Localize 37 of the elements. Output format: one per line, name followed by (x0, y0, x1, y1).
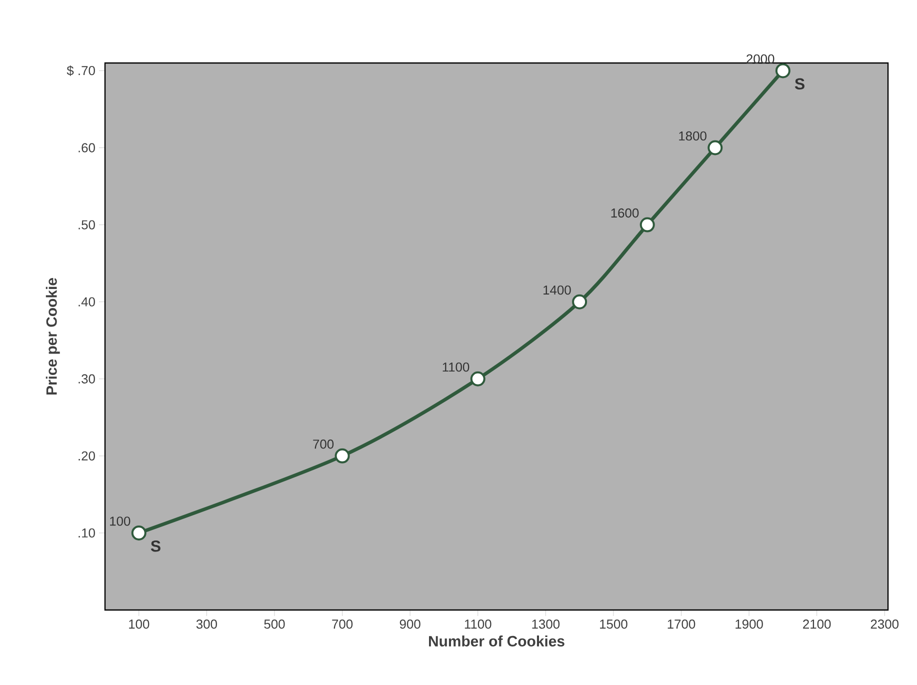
point (470, 371, 486, 386)
x-tick-label: 1500 (600, 620, 628, 629)
y-tick-label: .50 (78, 220, 95, 230)
point (708, 140, 723, 156)
point (334, 448, 350, 464)
point (131, 525, 146, 540)
x-tick-label: 300 (196, 620, 217, 629)
y-tick-label: .10 (78, 528, 95, 538)
annotation: 2000 (746, 54, 774, 64)
annotation: 700 (313, 440, 334, 449)
x-tick-label: 1900 (736, 620, 763, 629)
x-tick-label: 1700 (668, 620, 696, 629)
x-tick-label: 1300 (532, 620, 560, 629)
y-axis-title: Price per Cookie (46, 278, 60, 394)
y-tick-label: $ .70 (66, 65, 95, 76)
annotation: 1800 (679, 131, 706, 141)
x-tick-label: 900 (400, 620, 420, 629)
annotation: 1600 (611, 208, 639, 218)
point (572, 294, 588, 310)
y-tick-label: .30 (78, 374, 95, 384)
x-tick-label: 100 (129, 620, 150, 629)
annotation: 100 (110, 516, 130, 526)
y-tick-label: .40 (78, 297, 95, 306)
annotation: S (150, 540, 160, 552)
x-tick-label: 700 (332, 620, 353, 629)
x-tick-label: 500 (264, 620, 285, 629)
annotation: 1400 (544, 285, 571, 295)
x-tick-label: 2300 (870, 620, 899, 629)
y-tick-label: .20 (78, 451, 95, 460)
x-axis-title: Number of Cookies (429, 636, 564, 646)
point (640, 217, 655, 232)
x-tick-label: 1100 (464, 620, 492, 629)
annotation: S (794, 78, 804, 90)
annotation: 1100 (442, 362, 470, 372)
y-tick-label: .60 (78, 143, 95, 152)
x-tick-label: 2100 (803, 620, 831, 629)
point (775, 63, 790, 78)
